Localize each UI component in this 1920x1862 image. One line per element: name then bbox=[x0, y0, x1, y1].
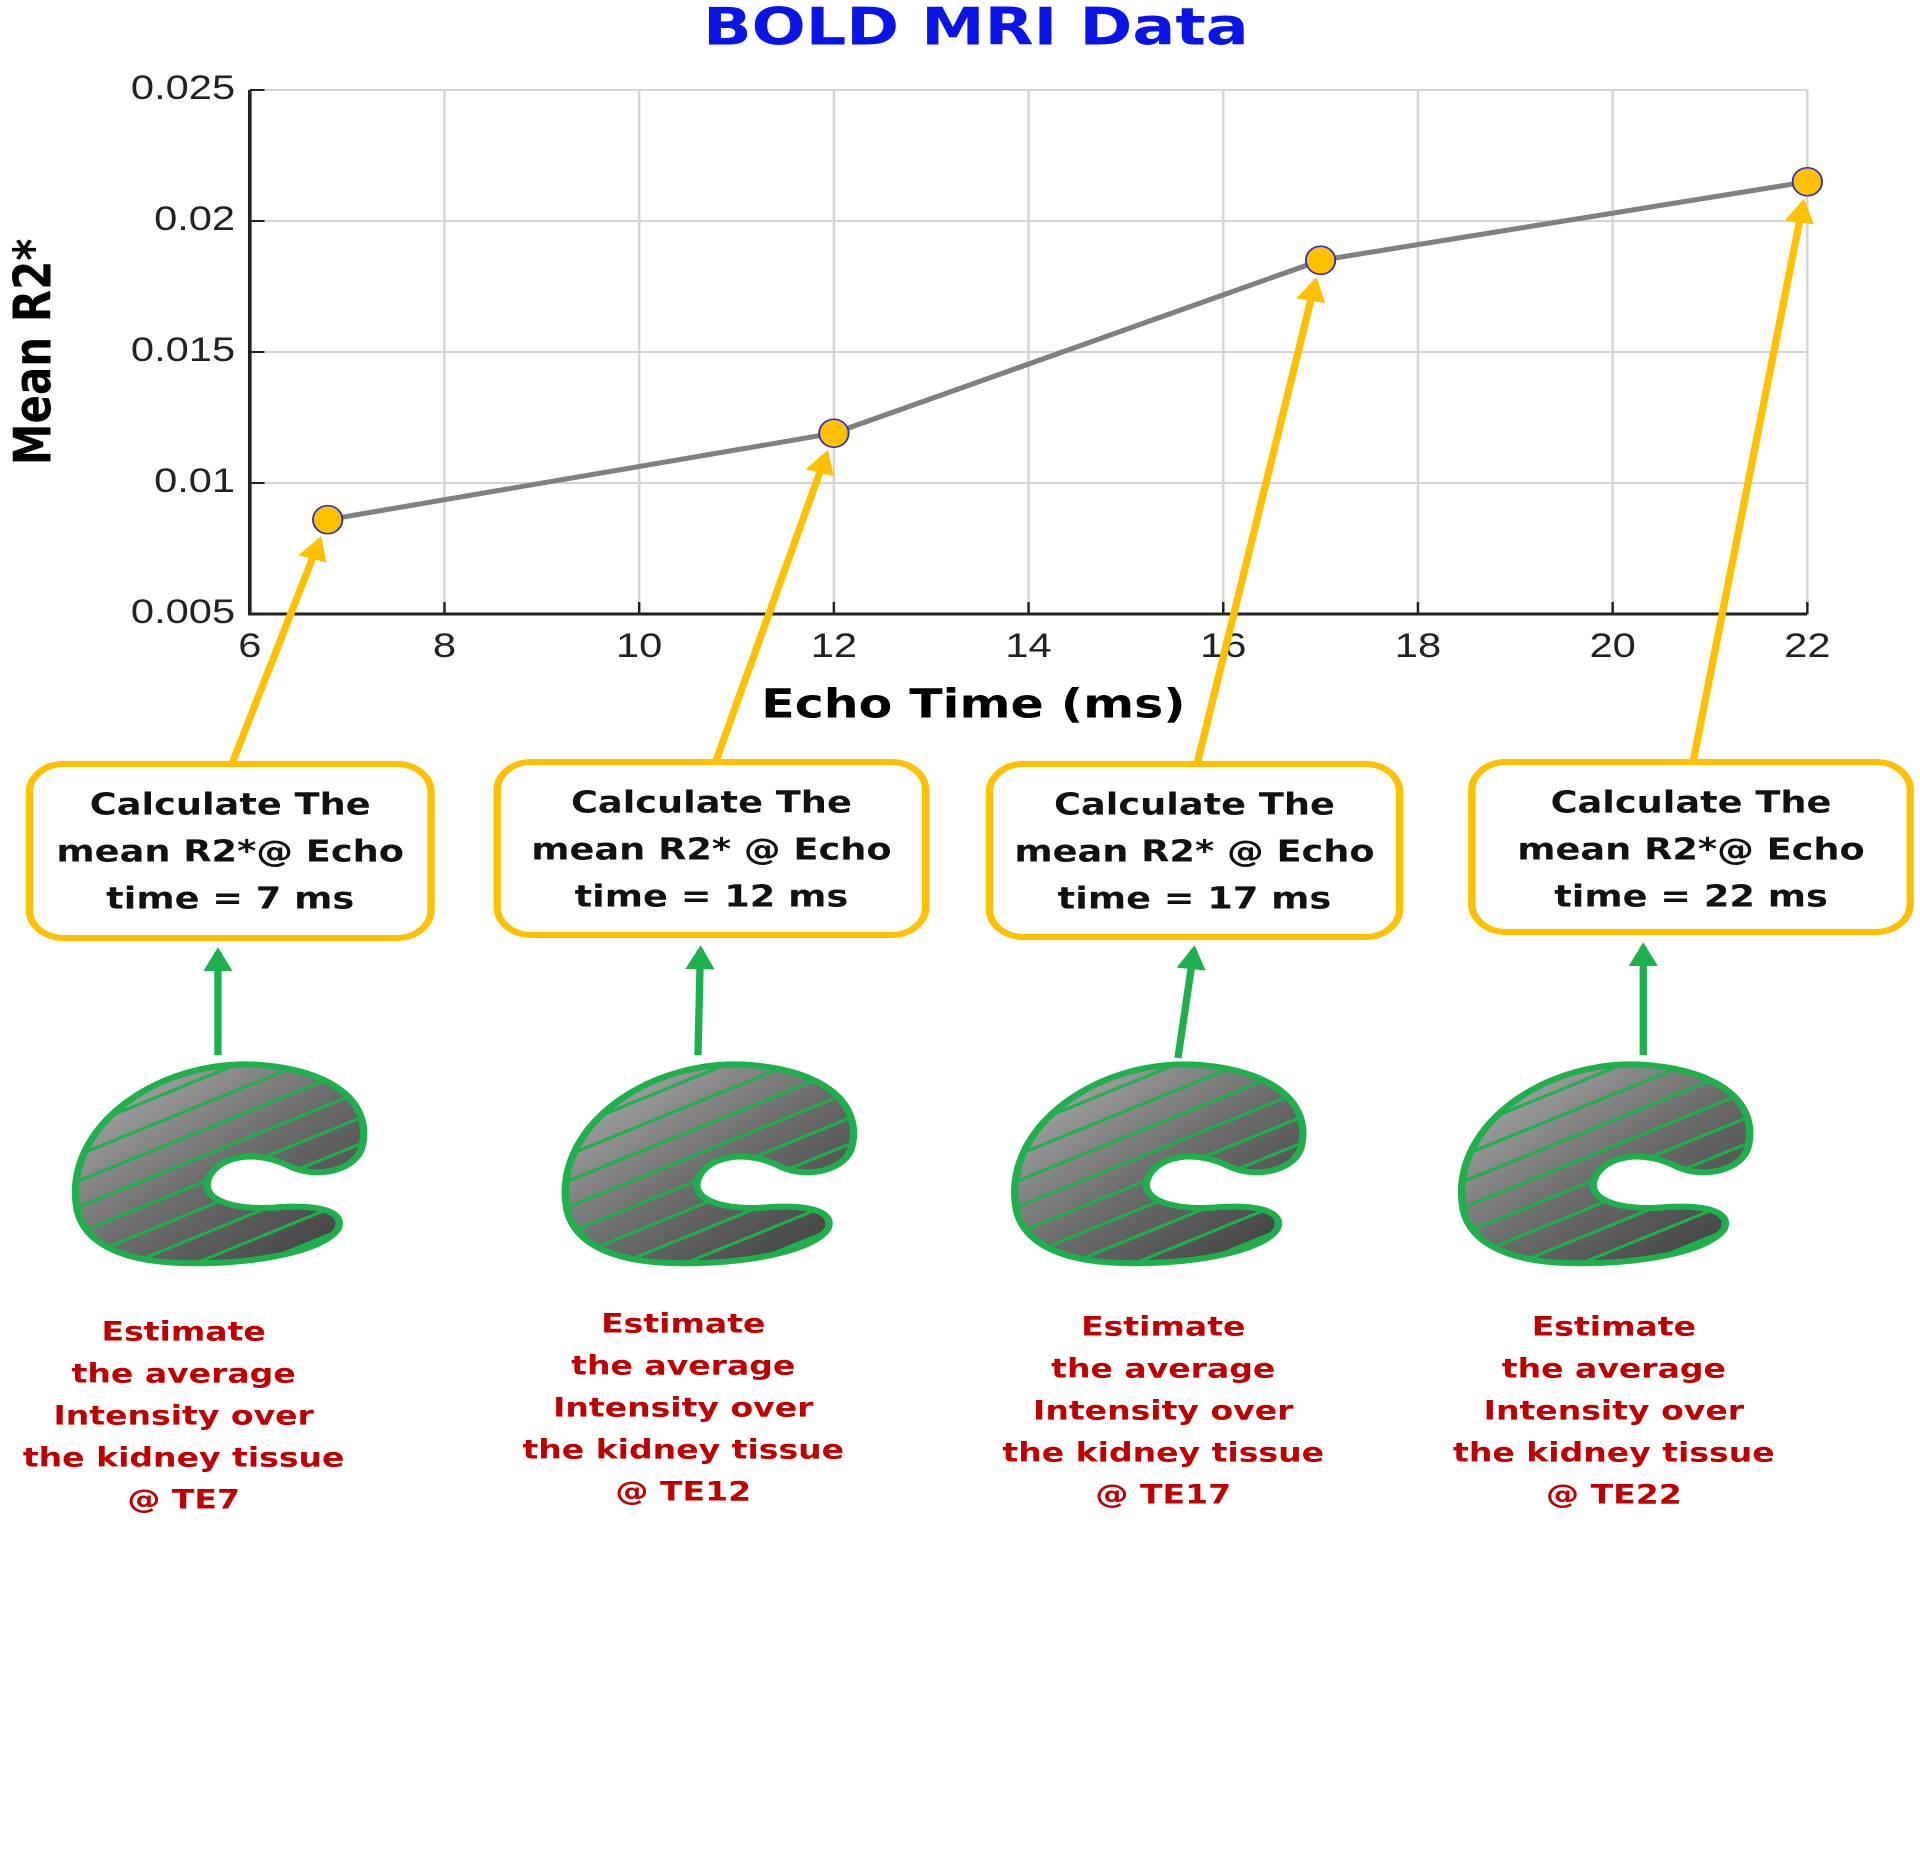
axes bbox=[247, 90, 1808, 616]
hatch-line bbox=[75, 1064, 364, 1071]
data-point bbox=[818, 418, 850, 448]
hatch-line bbox=[565, 1064, 854, 1175]
box-text: time = 22 ms bbox=[1554, 879, 1828, 914]
kidney-outline bbox=[1458, 1061, 1754, 1267]
box-text: time = 17 ms bbox=[1058, 881, 1332, 916]
caption-text: Estimate bbox=[1532, 1311, 1696, 1342]
hatch-line bbox=[565, 1187, 854, 1264]
caption-text: the kidney tissue bbox=[1453, 1437, 1775, 1468]
y-tick-label: 0.025 bbox=[131, 69, 235, 107]
box-text: mean R2*@ Echo bbox=[56, 834, 404, 869]
caption-text: Estimate bbox=[601, 1308, 765, 1339]
box-text: mean R2* @ Echo bbox=[1014, 834, 1374, 869]
yellow-arrow bbox=[1193, 277, 1326, 763]
hatch-line bbox=[1461, 1187, 1750, 1264]
y-tick-label: 0.02 bbox=[154, 200, 235, 238]
caption-text: Intensity over bbox=[53, 1400, 314, 1431]
hatch-line bbox=[1014, 1187, 1303, 1264]
box-text: Calculate The bbox=[571, 785, 852, 820]
green-arrow bbox=[685, 945, 715, 1056]
green-arrow bbox=[1174, 945, 1206, 1059]
x-tick-label: 18 bbox=[1395, 627, 1441, 665]
kidney-outline bbox=[1011, 1061, 1307, 1267]
annotation-box bbox=[1468, 759, 1914, 935]
kidney-image bbox=[1011, 1061, 1307, 1267]
hatch-line bbox=[1461, 1064, 1750, 1071]
yellow-arrow bbox=[229, 536, 327, 763]
data-point bbox=[1791, 166, 1823, 197]
annotation-box bbox=[985, 761, 1404, 940]
hatch-line bbox=[75, 1064, 364, 1175]
hatch-line bbox=[1461, 1064, 1750, 1201]
box-text: mean R2*@ Echo bbox=[1517, 832, 1865, 867]
box-text: Calculate The bbox=[1551, 785, 1832, 820]
caption-text: Intensity over bbox=[1033, 1395, 1294, 1426]
hatch-line bbox=[75, 1083, 364, 1227]
y-tick-label: 0.01 bbox=[154, 462, 235, 500]
x-tick-label: 6 bbox=[238, 627, 261, 665]
x-axis-label: Echo Time (ms) bbox=[761, 680, 1185, 727]
box-text: Calculate The bbox=[90, 787, 371, 822]
data-point bbox=[312, 504, 344, 535]
hatch-line bbox=[1014, 1064, 1303, 1175]
x-tick-label: 14 bbox=[1005, 627, 1051, 665]
y-tick-label: 0.005 bbox=[131, 593, 235, 631]
caption-text: @ TE22 bbox=[1546, 1479, 1682, 1510]
hatch-line bbox=[565, 1213, 854, 1264]
caption-text: the kidney tissue bbox=[522, 1434, 844, 1465]
data-line bbox=[327, 179, 1808, 523]
kidney-outline bbox=[561, 1061, 858, 1267]
box-text: time = 7 ms bbox=[106, 881, 354, 916]
x-tick-label: 8 bbox=[433, 627, 456, 665]
caption-text: the average bbox=[1051, 1353, 1275, 1384]
caption-text: Intensity over bbox=[1484, 1395, 1745, 1426]
caption-text: the kidney tissue bbox=[1002, 1437, 1324, 1468]
hatch-line bbox=[75, 1213, 364, 1264]
box-text: time = 12 ms bbox=[575, 879, 849, 914]
caption-text: the average bbox=[72, 1358, 296, 1389]
y-axis-label: Mean R2* bbox=[3, 239, 63, 466]
x-tick-label: 12 bbox=[811, 627, 857, 665]
annotation-box bbox=[493, 759, 930, 938]
caption-text: the kidney tissue bbox=[23, 1442, 345, 1473]
hatch-line bbox=[1461, 1213, 1750, 1264]
kidney-outline bbox=[71, 1061, 368, 1267]
hatch-line bbox=[1461, 1064, 1750, 1175]
yellow-arrow bbox=[712, 449, 834, 761]
caption-text: @ TE17 bbox=[1095, 1479, 1231, 1510]
hatch-line bbox=[1014, 1213, 1303, 1264]
hatch-line bbox=[75, 1187, 364, 1264]
kidney-image bbox=[1458, 1061, 1754, 1267]
box-text: Calculate The bbox=[1054, 787, 1335, 822]
caption-text: Estimate bbox=[102, 1316, 266, 1347]
caption-text: Intensity over bbox=[553, 1392, 814, 1423]
caption-text: @ TE7 bbox=[127, 1484, 240, 1515]
annotation-box bbox=[25, 761, 435, 941]
hatch-line bbox=[1014, 1064, 1303, 1201]
box-text: mean R2* @ Echo bbox=[531, 832, 891, 867]
x-tick-label: 20 bbox=[1589, 627, 1635, 665]
hatch-line bbox=[565, 1083, 854, 1227]
hatch-line bbox=[75, 1064, 364, 1201]
yellow-arrow bbox=[1689, 198, 1814, 761]
hatch-line bbox=[1014, 1083, 1303, 1227]
caption-text: the average bbox=[1502, 1353, 1726, 1384]
x-tick-label: 10 bbox=[616, 627, 662, 665]
data-point bbox=[1305, 245, 1337, 276]
kidney-image bbox=[71, 1061, 368, 1267]
hatch-line bbox=[1014, 1064, 1303, 1071]
x-tick-label: 22 bbox=[1784, 627, 1830, 665]
hatch-line bbox=[565, 1064, 854, 1201]
caption-text: @ TE12 bbox=[615, 1476, 751, 1507]
chart-title: BOLD MRI Data bbox=[703, 0, 1249, 57]
y-tick-label: 0.015 bbox=[131, 331, 235, 369]
caption-text: the average bbox=[571, 1350, 795, 1381]
caption-text: Estimate bbox=[1081, 1311, 1245, 1342]
hatch-line bbox=[1461, 1083, 1750, 1227]
